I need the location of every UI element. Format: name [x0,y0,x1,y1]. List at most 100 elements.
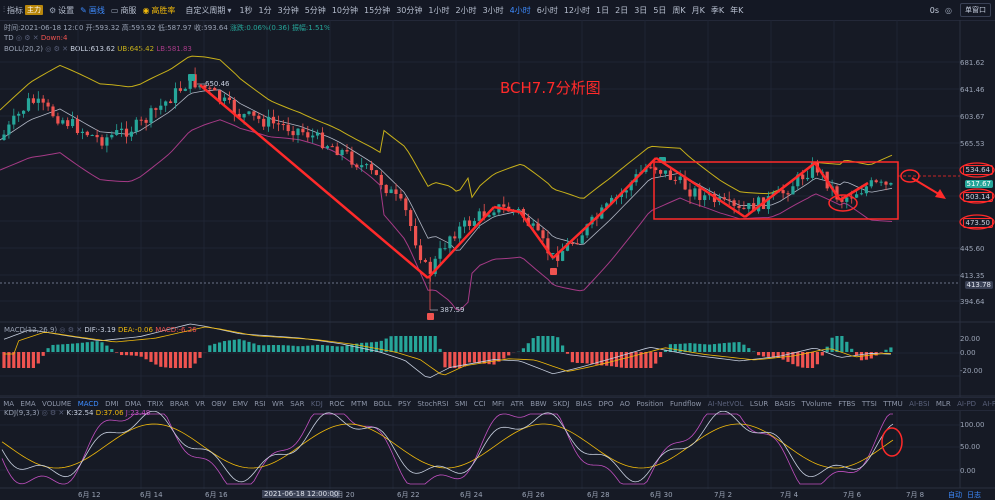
candle-body [2,134,6,140]
range-box [653,161,899,220]
period-tab[interactable]: 5分钟 [304,5,326,15]
indicator-tab[interactable]: BBW [530,400,547,408]
period-tab[interactable]: 周K [672,5,686,15]
period-tab[interactable]: 12小时 [563,5,591,15]
indicator-tab[interactable]: TRIX [147,400,164,408]
candle-body [791,186,795,195]
candle-body [56,116,60,124]
candle-body [399,193,403,199]
period-tab[interactable]: 1秒 [239,5,253,15]
indicator-tab[interactable]: KDJ [310,400,323,408]
period-tab[interactable]: 4小时 [509,5,531,15]
indicator-tab[interactable]: ROC [329,400,345,408]
macd-histogram-bar [51,344,55,352]
indicator-tab[interactable]: PSY [397,400,411,408]
indicator-tab[interactable]: MTM [350,400,368,408]
indicator-tab[interactable]: AI-BSI [909,400,930,408]
candle-body [502,204,506,207]
axis-mode-toggle[interactable]: 日志 [967,491,981,499]
macd-histogram-bar [409,336,413,352]
indicator-tab[interactable]: AO [619,400,630,408]
indicator-tab[interactable]: TVolume [801,400,832,408]
indicator-tab[interactable]: MACD [77,400,99,408]
indicator-tab[interactable]: VOLUME [42,400,72,408]
macd-histogram-bar [85,342,89,352]
indicator-tab[interactable]: MLR [935,400,951,408]
candle-body [629,182,633,191]
settings-button[interactable]: ⚙ 设置 [49,5,75,15]
indicator-tab[interactable]: RSI [254,400,266,408]
candle-body [105,137,109,146]
period-tab[interactable]: 3小时 [482,5,504,15]
period-tab[interactable]: 3分钟 [277,5,299,15]
layout-button[interactable]: ▭ 商服 [110,5,137,15]
indicator-tab[interactable]: LSUR [749,400,769,408]
period-tab[interactable]: 季K [710,5,725,15]
period-tab[interactable]: 3日 [634,5,648,15]
candle-body [281,124,285,126]
indicator-tab[interactable]: DMI [105,400,119,408]
indicator-tab[interactable]: TTSI [861,400,877,408]
period-tab[interactable]: 月K [691,5,705,15]
indicator-tab[interactable]: DMA [124,400,142,408]
indicator-tab[interactable]: BIAS [575,400,592,408]
indicator-tab[interactable]: SAR [290,400,305,408]
period-tab[interactable]: 6小时 [536,5,558,15]
macd-histogram-bar [134,352,138,356]
indicator-tab[interactable]: MA [3,400,15,408]
macd-histogram-bar [458,352,462,368]
indicator-tab[interactable]: TTMU [883,400,903,408]
winrate-button[interactable]: ◉ 高胜率 [142,5,176,15]
indicator-tab[interactable]: EMA [20,400,36,408]
indicator-tab[interactable]: VR [195,400,205,408]
period-tab[interactable]: 2小时 [455,5,477,15]
macd-histogram-bar [399,336,403,352]
period-tab[interactable]: 2日 [615,5,629,15]
period-tab[interactable]: 1小时 [428,5,450,15]
candle-body [453,236,457,239]
indicator-tab[interactable]: DPO [598,400,614,408]
macd-histogram-bar [840,336,844,352]
candle-body [605,203,609,208]
period-tab[interactable]: 10分钟 [331,5,358,15]
window-mode-select[interactable]: 单窗口 [960,3,991,17]
candle-body [458,226,462,239]
axis-label: 565.53 [960,140,985,148]
indicator-tab[interactable]: SKDJ [552,400,570,408]
drawing-button[interactable]: ✎ 画线 [80,5,105,15]
period-tab[interactable]: 5日 [653,5,667,15]
indicator-tab[interactable]: OBV [211,400,227,408]
indicator-tab[interactable]: BRAR [169,400,189,408]
axis-mode-toggle[interactable]: 自动 [948,491,962,499]
indicator-tab[interactable]: StochRSI [417,400,449,408]
indicator-tab[interactable]: BASIS [774,400,796,408]
candle-body [752,203,756,212]
indicator-tab[interactable]: MFI [491,400,505,408]
period-tab[interactable]: 30分钟 [396,5,423,15]
indicator-tab[interactable]: EMV [232,400,248,408]
indicator-tab[interactable]: SMI [454,400,468,408]
indicator-tab[interactable]: CCI [473,400,486,408]
indicator-tab[interactable]: ATR [510,400,524,408]
period-tab[interactable]: 年K [730,5,744,15]
macd-histogram-bar [423,336,427,352]
macd-histogram-bar [124,352,129,356]
indicator-tab[interactable]: BOLL [373,400,392,408]
macd-histogram-bar [66,343,70,352]
period-tab[interactable]: 1日 [596,5,610,15]
indicator-tab[interactable]: AI-NetVOL [707,400,744,408]
indicator-tab[interactable]: Position [636,400,664,408]
indicator-tab[interactable]: AI-PD [957,400,977,408]
indicator-tab[interactable]: FTBS [838,400,856,408]
custom-period-dropdown[interactable]: 自定义周期 ▾ [185,5,232,15]
indicator-tab[interactable]: AI-FDI [982,400,995,408]
trend-line [427,206,495,279]
candle-body [585,224,589,236]
camera-icon[interactable]: ◎ [945,5,952,15]
period-tab[interactable]: 15分钟 [364,5,391,15]
indicator-tab[interactable]: WR [272,400,284,408]
period-tab[interactable]: 1分 [258,5,272,15]
indicator-button[interactable]: ⫶ 指标 主力 [3,5,43,15]
indicator-tab[interactable]: Fundflow [669,400,702,408]
